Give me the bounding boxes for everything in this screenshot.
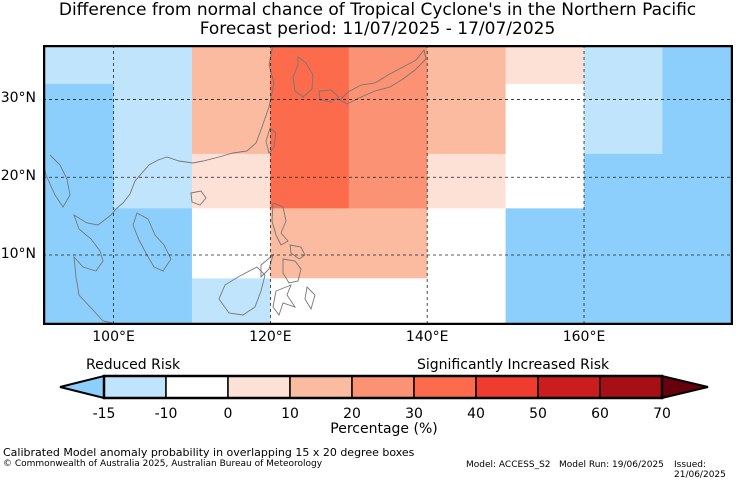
colorbar-unit-label: Percentage (%)	[330, 421, 438, 437]
colorbar	[59, 374, 709, 400]
longitude-label: 120°E	[249, 329, 292, 345]
longitude-label: 140°E	[405, 329, 449, 345]
japan-coastline	[318, 48, 427, 105]
map-frame	[43, 45, 733, 325]
forecast-period: Forecast period: 11/07/2025 - 17/07/2025	[199, 19, 556, 39]
colorbar-swatch	[289, 375, 353, 399]
anomaly-map	[43, 45, 733, 325]
colorbar-tick-label: 30	[405, 406, 423, 422]
taiwan-coastline	[265, 127, 277, 154]
anomaly-cell	[113, 83, 193, 124]
colorbar-swatch	[599, 375, 663, 399]
anomaly-cell	[270, 208, 350, 279]
korea-coastline	[292, 56, 314, 98]
sulawesi-coastline	[272, 284, 316, 316]
colorbar-tick-label: -15	[92, 406, 116, 422]
colorbar-tick-label: 50	[529, 406, 547, 422]
footer-model-run: Model Run: 19/06/2025	[559, 460, 664, 470]
philippines-coastline	[260, 202, 306, 284]
colorbar-swatch	[103, 375, 167, 399]
colorbar-swatch	[227, 375, 291, 399]
colorbar-tick-label: 60	[591, 406, 609, 422]
colorbar-outline	[102, 374, 664, 400]
latitude-label: 30°N	[0, 90, 36, 107]
anomaly-cell	[43, 45, 193, 85]
legend-high-label: Significantly Increased Risk	[417, 357, 610, 373]
footer-issued: Issued: 21/06/2025	[674, 460, 726, 480]
anomaly-cell	[43, 83, 115, 124]
anomaly-cell	[43, 122, 115, 209]
anomaly-cell	[662, 45, 733, 325]
footer-model: Model: ACCESS_S2	[466, 460, 551, 470]
anomaly-cell	[113, 122, 193, 209]
colorbar-tick-label: 70	[653, 406, 671, 422]
anomaly-cell	[584, 153, 663, 325]
colorbar-over-triangle	[661, 374, 709, 400]
hainan-coastline	[190, 190, 207, 206]
latitude-label: 20°N	[0, 168, 36, 185]
colorbar-tick-label: 20	[343, 406, 361, 422]
colorbar-tick-label: 0	[223, 406, 233, 422]
colorbar-under-triangle	[59, 374, 105, 400]
colorbar-tick-label: 10	[281, 406, 299, 422]
longitude-label: 100°E	[92, 329, 135, 345]
colorbar-swatch	[537, 375, 601, 399]
anomaly-cell	[505, 83, 585, 209]
anomaly-cell	[191, 208, 271, 279]
legend-low-label: Reduced Risk	[86, 357, 181, 373]
colorbar-swatch	[351, 375, 415, 399]
colorbar-swatch	[475, 375, 539, 399]
colorbar-swatch	[165, 375, 229, 399]
anomaly-cell	[505, 208, 585, 325]
colorbar-tick-label: -10	[154, 406, 178, 422]
asia-coastline	[43, 45, 275, 324]
anomaly-cell	[505, 45, 585, 85]
colorbar-swatch	[413, 375, 477, 399]
anomaly-cell	[191, 278, 271, 325]
anomaly-cell	[427, 153, 507, 209]
anomaly-cell	[348, 45, 428, 209]
longitude-label: 160°E	[562, 329, 606, 345]
map-title: Difference from normal chance of Tropica…	[58, 0, 697, 20]
anomaly-cell	[270, 45, 350, 209]
anomaly-cell	[427, 208, 507, 325]
borneo-coastline	[218, 266, 266, 316]
footer-description: Calibrated Model anomaly probability in …	[3, 446, 415, 459]
latitude-label: 10°N	[0, 246, 36, 262]
anomaly-cell	[43, 208, 193, 325]
anomaly-cell	[270, 278, 350, 325]
colorbar-tick-label: 40	[467, 406, 485, 422]
anomaly-cell	[348, 208, 428, 279]
footer-copyright: © Commonwealth of Australia 2025, Austra…	[3, 459, 323, 469]
anomaly-cell	[348, 278, 428, 325]
